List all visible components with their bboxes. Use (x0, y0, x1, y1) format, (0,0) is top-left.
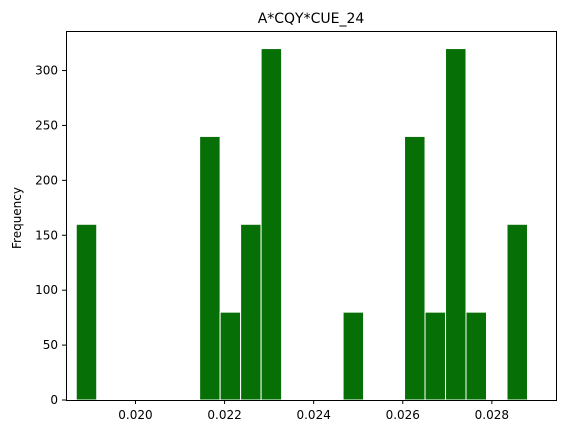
x-tick-label-0: 0.020 (118, 408, 152, 422)
y-tick-label-4: 200 (35, 173, 58, 187)
x-tick-label-1: 0.022 (207, 408, 241, 422)
histogram-bar-4 (260, 48, 283, 401)
histogram-bar-5 (342, 311, 365, 401)
y-tick-label-6: 300 (35, 64, 58, 78)
y-tick-label-2: 100 (35, 283, 58, 297)
histogram-bar-2 (219, 311, 242, 401)
y-axis-label: Frequency (10, 187, 24, 249)
histogram-bar-10 (506, 223, 528, 401)
histogram-bar-0 (75, 223, 98, 401)
histogram-bar-9 (465, 311, 488, 401)
histogram-bar-3 (240, 223, 262, 401)
plot-frame (66, 31, 557, 401)
y-tick-label-3: 150 (35, 228, 58, 242)
histogram-bar-6 (404, 135, 426, 401)
histogram-bar-7 (424, 311, 447, 401)
bars-group (75, 48, 528, 401)
x-tick-label-3: 0.026 (386, 408, 420, 422)
histogram-bar-8 (445, 48, 467, 401)
x-tick-label-2: 0.024 (296, 408, 330, 422)
histogram-bar-1 (199, 135, 221, 401)
chart-title: A*CQY*CUE_24 (258, 11, 365, 27)
x-tick-label-4: 0.028 (475, 408, 509, 422)
y-tick-label-1: 50 (43, 338, 58, 352)
y-tick-label-0: 0 (50, 393, 58, 407)
y-axis-ticks: 0 50 100 150 200 250 300 (35, 64, 66, 407)
y-tick-label-5: 250 (35, 118, 58, 132)
x-axis-ticks: 0.020 0.022 0.024 0.026 0.028 (118, 400, 509, 422)
